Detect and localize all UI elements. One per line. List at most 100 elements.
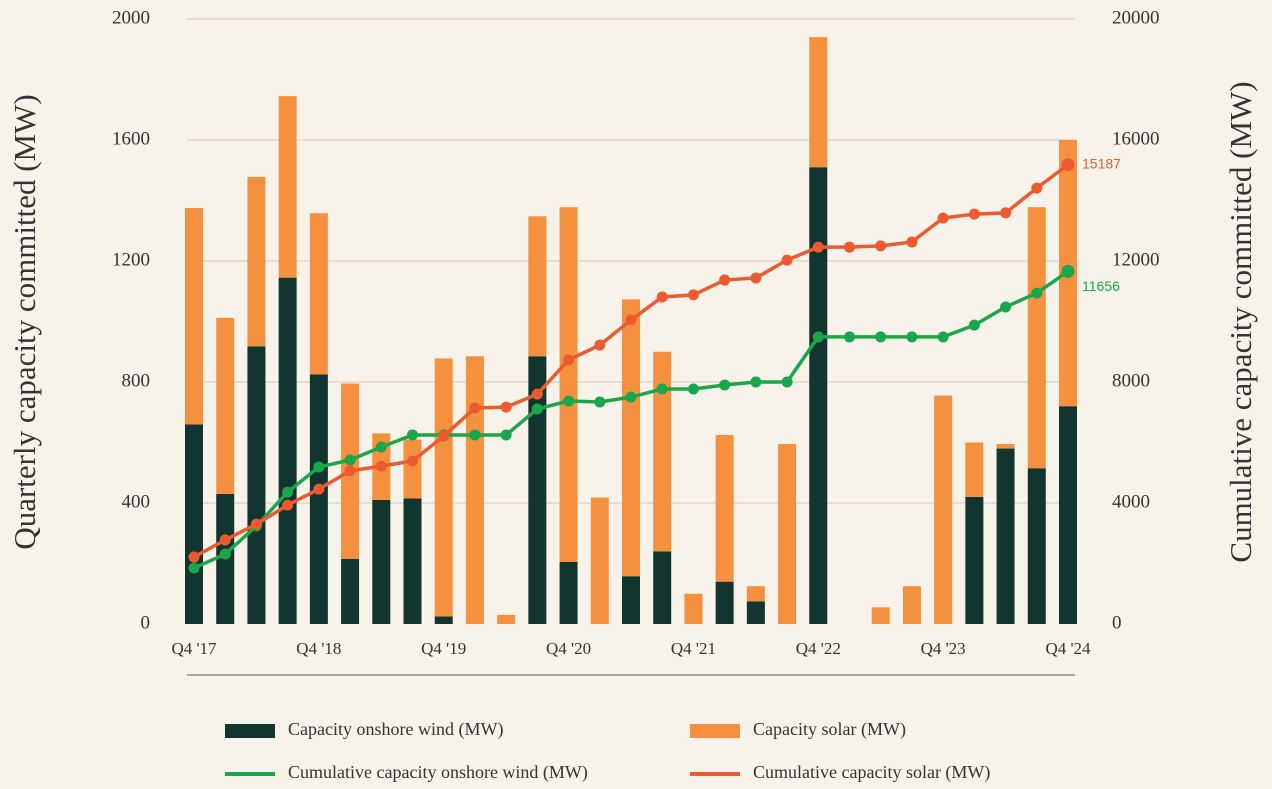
bar xyxy=(247,346,266,624)
bar xyxy=(1059,406,1077,624)
legend-label: Capacity solar (MW) xyxy=(753,719,906,740)
point xyxy=(188,562,200,574)
y-tick-label: 800 xyxy=(122,370,151,391)
bar xyxy=(528,356,547,624)
bar xyxy=(278,96,297,278)
point xyxy=(407,429,418,441)
y2-tick-label: 12000 xyxy=(1112,249,1160,270)
bar xyxy=(309,213,328,375)
x-tick-label: Q4 '17 xyxy=(171,639,217,658)
point xyxy=(375,441,387,453)
bar xyxy=(746,586,765,602)
point xyxy=(219,548,231,560)
end-label: 11656 xyxy=(1082,278,1120,294)
point xyxy=(687,289,699,301)
x-tick-label: Q4 '22 xyxy=(796,639,841,658)
point xyxy=(1061,264,1075,278)
point xyxy=(812,331,824,343)
bar xyxy=(653,351,672,552)
point xyxy=(563,354,575,366)
point xyxy=(625,391,637,403)
point xyxy=(188,551,200,563)
bar xyxy=(622,299,640,577)
bar xyxy=(902,586,921,624)
y-tick-label: 1200 xyxy=(112,249,150,270)
point xyxy=(937,331,949,343)
bar xyxy=(341,558,360,624)
point xyxy=(344,465,356,477)
point xyxy=(781,254,793,266)
point xyxy=(750,376,762,388)
bar xyxy=(715,581,734,624)
bar xyxy=(247,176,266,347)
bar xyxy=(622,576,640,624)
point xyxy=(219,534,231,546)
x-tick-label: Q4 '24 xyxy=(1045,639,1091,658)
point xyxy=(968,208,980,220)
bar xyxy=(965,496,984,624)
bar xyxy=(497,614,516,624)
x-tick-label: Q4 '23 xyxy=(921,639,966,658)
bar xyxy=(778,444,797,624)
bar xyxy=(559,561,578,624)
bar xyxy=(746,601,765,624)
point xyxy=(719,274,731,286)
point xyxy=(875,331,887,343)
point xyxy=(563,395,575,407)
x-tick-label: Q4 '19 xyxy=(421,639,466,658)
point xyxy=(968,319,980,331)
point xyxy=(500,401,512,413)
bar xyxy=(590,497,609,624)
point xyxy=(906,331,918,343)
bar xyxy=(871,607,890,624)
bar xyxy=(653,551,672,624)
point xyxy=(375,460,387,472)
bar xyxy=(965,442,984,497)
y-tick-label: 0 xyxy=(141,612,151,633)
point xyxy=(594,339,606,351)
bar xyxy=(372,499,391,624)
bar xyxy=(216,317,235,494)
point xyxy=(781,376,793,388)
bar xyxy=(996,448,1015,624)
y2-tick-label: 0 xyxy=(1112,612,1122,633)
bar xyxy=(185,424,203,624)
x-tick-label: Q4 '20 xyxy=(546,639,591,658)
legend-swatch xyxy=(690,724,740,738)
y2-tick-label: 4000 xyxy=(1112,491,1150,512)
point xyxy=(844,331,855,343)
legend-label: Capacity onshore wind (MW) xyxy=(288,719,503,740)
bar xyxy=(684,593,703,624)
point xyxy=(469,402,481,414)
point xyxy=(250,518,262,530)
point xyxy=(937,212,949,224)
point xyxy=(1031,182,1043,194)
bar xyxy=(185,208,203,425)
point xyxy=(812,241,824,253)
bar xyxy=(403,439,422,499)
point xyxy=(1000,207,1012,219)
point xyxy=(1031,287,1043,299)
bar xyxy=(309,374,328,624)
bar xyxy=(278,277,297,624)
point xyxy=(719,379,731,391)
y2-tick-label: 20000 xyxy=(1112,7,1160,28)
point xyxy=(844,241,855,253)
y2-axis-title: Cumulative capacity committed (MW) xyxy=(1223,81,1258,562)
y2-tick-label: 8000 xyxy=(1112,370,1150,391)
bar xyxy=(465,356,484,624)
legend-label: Cumulative capacity solar (MW) xyxy=(753,762,990,783)
y-tick-label: 2000 xyxy=(112,7,150,28)
point xyxy=(313,483,325,495)
bar xyxy=(809,37,828,168)
bar xyxy=(434,616,453,624)
point xyxy=(438,430,450,442)
bar xyxy=(559,207,578,562)
point xyxy=(282,486,294,498)
point xyxy=(531,403,543,415)
end-label: 15187 xyxy=(1082,155,1121,171)
point xyxy=(282,499,294,511)
point xyxy=(313,461,325,473)
point xyxy=(469,429,481,441)
